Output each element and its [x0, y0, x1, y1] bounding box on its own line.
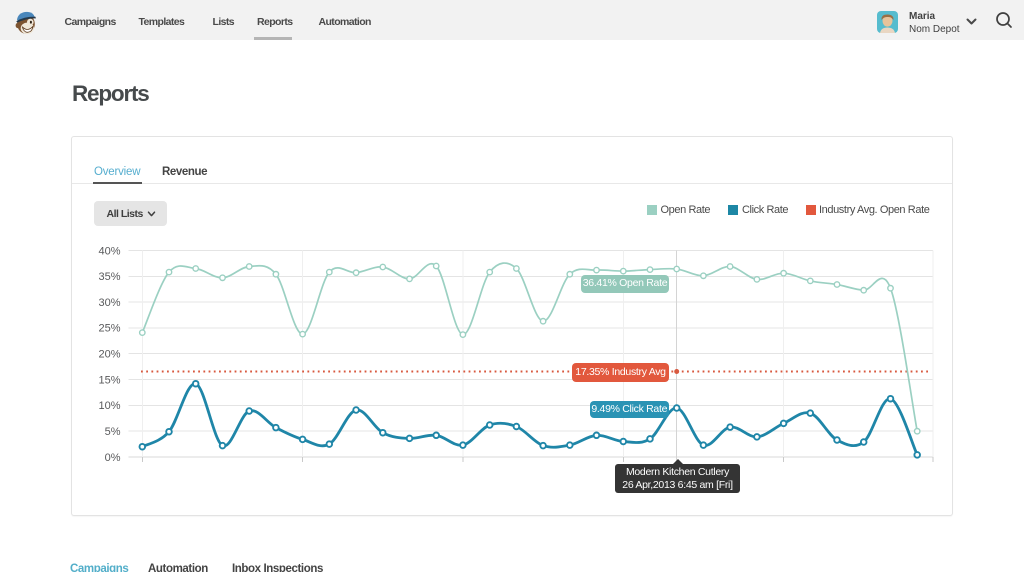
svg-text:25%: 25% — [98, 323, 120, 335]
svg-text:5%: 5% — [105, 426, 121, 438]
svg-text:20%: 20% — [98, 349, 120, 361]
svg-text:10%: 10% — [98, 400, 120, 412]
svg-text:15%: 15% — [98, 374, 120, 386]
svg-text:40%: 40% — [98, 245, 120, 257]
svg-text:35%: 35% — [98, 271, 120, 283]
svg-text:30%: 30% — [98, 297, 120, 309]
svg-text:0%: 0% — [105, 452, 121, 464]
